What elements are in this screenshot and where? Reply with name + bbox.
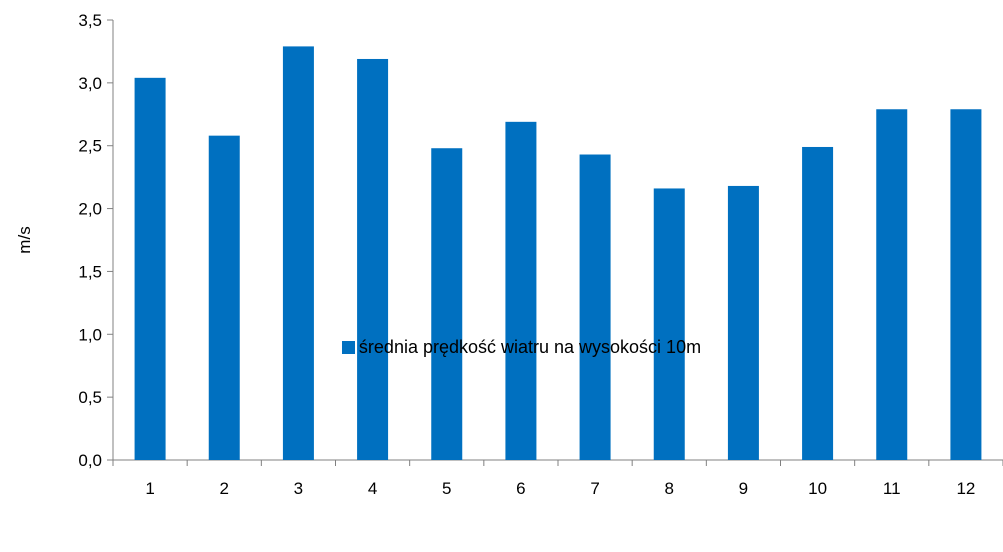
y-axis: 0,0 0,5 1,0 1,5 2,0 2,5 3,0 3,5 [78,11,114,470]
x-tick-label: 5 [442,479,451,498]
y-tick-label: 0,0 [78,451,102,470]
bar [802,146,834,460]
x-tick-label: 4 [368,479,377,498]
legend-swatch [341,340,355,354]
x-tick-label: 1 [145,479,154,498]
legend-item: średnia prędkość wiatru na wysokości 10m [341,336,702,358]
y-tick-label: 3,5 [78,11,102,30]
bar [431,148,463,460]
bar [653,188,685,460]
bar [357,58,389,460]
x-axis: 1 2 3 4 5 6 7 8 9 10 11 12 [112,459,1003,498]
x-tick-label: 12 [956,479,975,498]
bar [505,121,537,460]
bar [876,109,908,460]
bar [950,109,982,460]
bar [134,77,166,460]
y-axis-title: m/s [15,226,34,253]
x-tick-label: 10 [808,479,827,498]
x-tick-label: 3 [294,479,303,498]
legend-label: średnia prędkość wiatru na wysokości 10m [358,336,702,357]
x-tick-label: 6 [516,479,525,498]
y-tick-label: 2,0 [78,200,102,219]
y-tick-label: 1,0 [78,325,102,344]
legend: średnia prędkość wiatru na wysokości 10m [0,335,1003,359]
y-tick-label: 1,5 [78,262,102,281]
x-tick-label: 7 [590,479,599,498]
bar [579,154,611,460]
y-tick-label: 0,5 [78,388,102,407]
x-tick-label: 11 [883,479,901,498]
y-tick-label: 3,0 [78,74,102,93]
bar [727,185,759,460]
bar [208,135,240,460]
x-tick-label: 9 [739,479,748,498]
bar [282,46,314,461]
x-tick-label: 2 [220,479,229,498]
bar-series [134,46,982,461]
y-tick-label: 2,5 [78,137,102,156]
x-tick-label: 8 [665,479,674,498]
